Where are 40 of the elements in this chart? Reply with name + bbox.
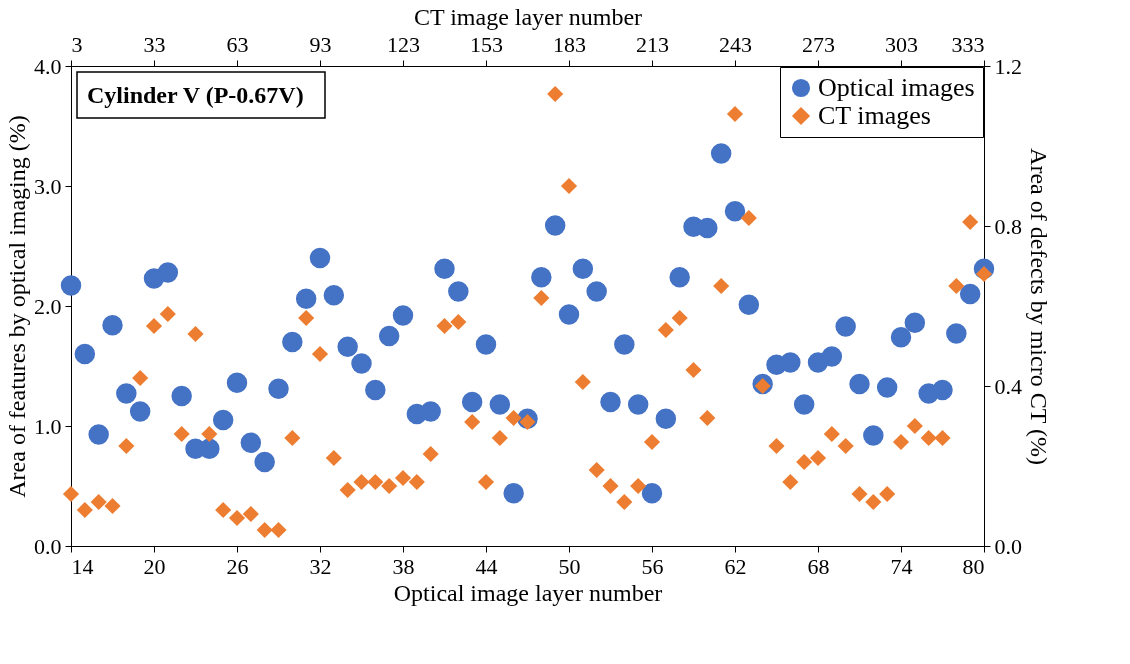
x2-tick-label: 333: [951, 31, 985, 57]
y2-tick-label: 0.4: [994, 373, 1022, 399]
x2-axis-title: CT image layer number: [413, 3, 643, 30]
x-tick-label: 62: [724, 553, 747, 579]
x2-tick-label: 273: [802, 31, 835, 57]
y-tick-label: 3.0: [34, 173, 62, 199]
x-tick-label: 80: [962, 553, 985, 579]
y-tick-label: 0.0: [34, 533, 62, 559]
x-tick-label: 20: [143, 553, 166, 579]
y2-tick-label: 1.2: [994, 53, 1022, 79]
x2-tick-label: 123: [387, 31, 420, 57]
legend-label: CT images: [818, 101, 931, 130]
x-tick-label: 26: [226, 553, 249, 579]
x2-tick-label: 3: [71, 31, 83, 57]
y-tick-label: 2.0: [34, 293, 62, 319]
y2-tick-label: 0.8: [994, 213, 1022, 239]
x2-tick-label: 33: [143, 31, 166, 57]
x2-tick-label: 153: [470, 31, 503, 57]
y-tick-label: 4.0: [34, 53, 62, 79]
legend-label: Optical images: [818, 73, 975, 102]
text: Cylinder V (P-0.67V): [87, 82, 304, 108]
y-axis-title: Area of features by optical imaging (%): [4, 115, 30, 498]
x2-tick-label: 303: [885, 31, 918, 57]
y-tick-label: 1.0: [34, 413, 62, 439]
x2-tick-label: 63: [226, 31, 249, 57]
x2-tick-label: 243: [719, 31, 752, 57]
y2-axis-title: Area of defects by micro CT (%): [1026, 148, 1052, 465]
x2-tick-label: 213: [636, 31, 669, 57]
x-tick-label: 14: [71, 553, 94, 579]
y2-tick-label: 0.0: [994, 533, 1022, 559]
x-tick-label: 56: [641, 553, 664, 579]
x-tick-label: 50: [558, 553, 581, 579]
x-tick-label: 44: [475, 553, 498, 579]
x2-tick-label: 93: [309, 31, 332, 57]
x-tick-label: 74: [890, 553, 913, 579]
x-tick-label: 32: [309, 553, 332, 579]
x-tick-label: 68: [807, 553, 830, 579]
x2-tick-label: 183: [553, 31, 586, 57]
x-axis-title: Optical image layer number: [393, 579, 663, 606]
x-tick-label: 38: [392, 553, 415, 579]
